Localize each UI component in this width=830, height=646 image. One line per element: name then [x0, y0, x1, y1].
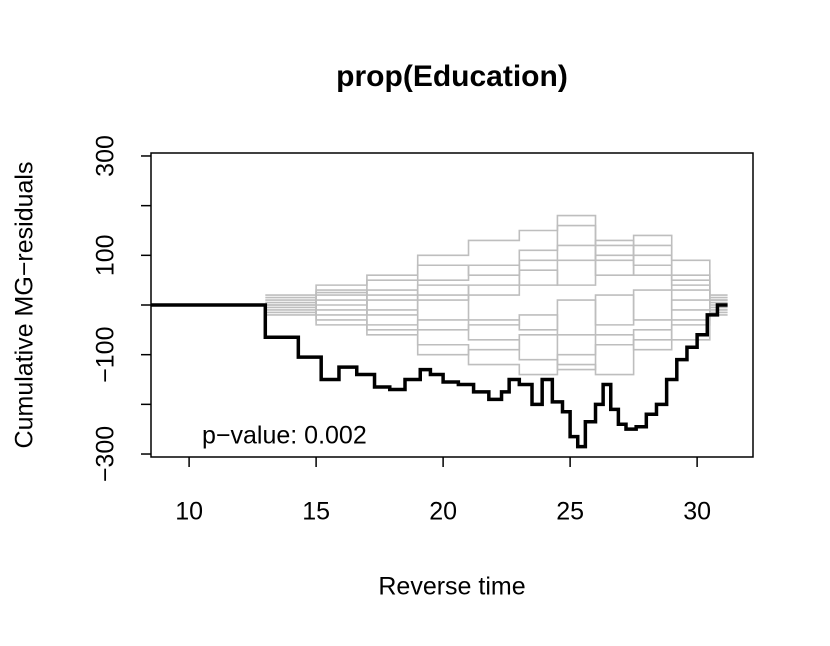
simulated-line	[265, 234, 728, 311]
y-tick-label: −100	[92, 327, 120, 383]
annotation: p−value: 0.002	[202, 422, 367, 450]
chart-title: prop(Education)	[336, 60, 568, 93]
x-tick-label: 15	[302, 498, 330, 526]
observed-line	[151, 303, 728, 449]
x-tick-label: 30	[683, 498, 711, 526]
y-axis-label: Cumulative MG−residuals	[11, 162, 39, 449]
simulated-line	[265, 254, 728, 306]
simulated-line	[265, 294, 728, 336]
x-tick-label: 10	[175, 498, 203, 526]
simulated-line	[265, 306, 728, 376]
simulated-line	[265, 224, 728, 304]
y-tick-label: 300	[92, 135, 120, 177]
x-axis-label: Reverse time	[378, 573, 525, 601]
y-tick-label: −300	[92, 426, 120, 482]
x-tick-label: 25	[556, 498, 584, 526]
x-tick-label: 20	[429, 498, 457, 526]
y-tick-label: 100	[92, 234, 120, 276]
simulated-line	[265, 214, 728, 301]
